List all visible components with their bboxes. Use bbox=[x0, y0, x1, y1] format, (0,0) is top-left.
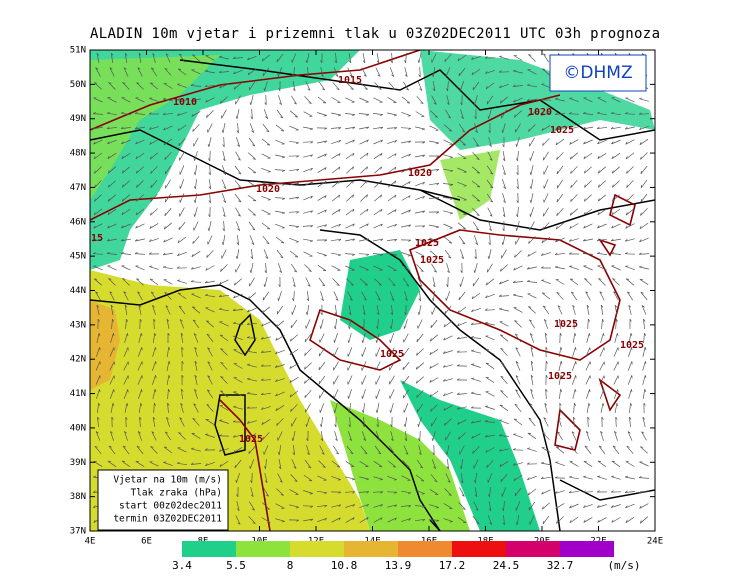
lat-label: 49N bbox=[70, 114, 86, 124]
isobar-label: 1020 bbox=[528, 107, 552, 118]
colorbar-label: 13.9 bbox=[385, 559, 412, 572]
colorbar-cell bbox=[182, 541, 236, 557]
isobar-label: 1010 bbox=[173, 97, 197, 108]
info-line: Vjetar na 10m (m/s) bbox=[113, 475, 222, 486]
colorbar-unit: (m/s) bbox=[607, 559, 640, 572]
lat-label: 44N bbox=[70, 286, 86, 296]
isobar-label: 1020 bbox=[256, 184, 280, 195]
isobar-label: 1025 bbox=[554, 319, 578, 330]
lat-label: 37N bbox=[70, 527, 86, 537]
map-title: ALADIN 10m vjetar i prizemni tlak u 03Z0… bbox=[90, 26, 660, 42]
isobar-label: 1020 bbox=[408, 168, 432, 179]
lat-label: 46N bbox=[70, 217, 86, 227]
lat-label: 39N bbox=[70, 458, 86, 468]
info-line: start 00z02dec2011 bbox=[119, 501, 222, 512]
isobar-label: 1025 bbox=[380, 349, 404, 360]
isobar-label: 1025 bbox=[420, 255, 444, 266]
colorbar-cell bbox=[560, 541, 614, 557]
lat-label: 41N bbox=[70, 389, 86, 399]
colorbar-label: 17.2 bbox=[439, 559, 466, 572]
isobar-label: 1025 bbox=[415, 238, 439, 249]
isobar-label: 1025 bbox=[620, 340, 644, 351]
lat-label: 45N bbox=[70, 252, 86, 262]
colorbar-cell bbox=[236, 541, 290, 557]
colorbar-label: 32.7 bbox=[547, 559, 574, 572]
info-line: Tlak zraka (hPa) bbox=[130, 488, 222, 499]
colorbar-label: 10.8 bbox=[331, 559, 358, 572]
lat-label: 50N bbox=[70, 80, 86, 90]
colorbar-cell bbox=[344, 541, 398, 557]
colorbar-label: 8 bbox=[287, 559, 294, 572]
lat-label: 38N bbox=[70, 492, 86, 502]
lat-label: 47N bbox=[70, 183, 86, 193]
logo: ©DHMZ bbox=[563, 63, 632, 83]
isobar-label: 1025 bbox=[548, 371, 572, 382]
isobar-label: 15 bbox=[91, 233, 103, 244]
lat-label: 40N bbox=[70, 423, 86, 433]
colorbar-label: 24.5 bbox=[493, 559, 520, 572]
map-area: 1015 1010 1020 1025 1020 1020 15 1025 1025 1025 10… bbox=[90, 50, 655, 531]
isobar-label: 1025 bbox=[550, 125, 574, 136]
lat-label: 42N bbox=[70, 355, 86, 365]
lon-label: 24E bbox=[647, 537, 663, 547]
isobar-label: 1015 bbox=[338, 75, 362, 86]
lon-label: 4E bbox=[85, 537, 96, 547]
colorbar-cell bbox=[290, 541, 344, 557]
colorbar-cell bbox=[506, 541, 560, 557]
colorbar-cell bbox=[398, 541, 452, 557]
lat-label: 43N bbox=[70, 320, 86, 330]
lat-label: 51N bbox=[70, 46, 86, 56]
info-line: termin 03Z02DEC2011 bbox=[113, 514, 222, 525]
logo-box bbox=[549, 54, 647, 92]
info-box bbox=[97, 469, 229, 531]
colorbar-label: 5.5 bbox=[226, 559, 246, 572]
lon-label: 6E bbox=[141, 537, 152, 547]
colorbar-cell bbox=[452, 541, 506, 557]
isobar-label: 1025 bbox=[239, 434, 263, 445]
colorbar-label: 3.4 bbox=[172, 559, 192, 572]
lat-label: 48N bbox=[70, 149, 86, 159]
